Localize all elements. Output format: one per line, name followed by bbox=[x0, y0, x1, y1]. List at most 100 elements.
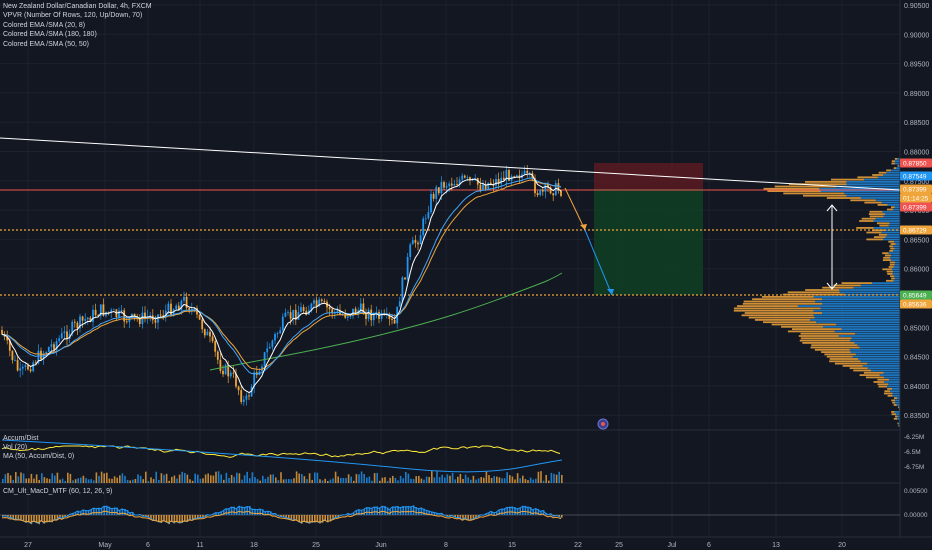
vp-bar-down bbox=[763, 321, 817, 324]
vp-bar-down bbox=[826, 355, 853, 358]
time-tick-label: 11 bbox=[196, 542, 203, 549]
volume-bar bbox=[191, 480, 194, 483]
vp-bar-down bbox=[783, 192, 845, 195]
vp-bar-down bbox=[811, 344, 858, 347]
accum-dist-pane[interactable] bbox=[1, 439, 563, 483]
accum-dist-label[interactable]: Accum/Dist bbox=[3, 435, 39, 442]
vp-bar-down bbox=[866, 231, 882, 234]
volume-bar bbox=[254, 477, 256, 483]
macd-hist-bar bbox=[509, 506, 511, 515]
volume-bar bbox=[295, 471, 298, 483]
vp-bar-down bbox=[882, 259, 892, 261]
vp-bar-up bbox=[839, 289, 900, 291]
candle-body bbox=[222, 370, 224, 375]
candle-body bbox=[437, 187, 440, 194]
vp-bar-down bbox=[787, 291, 840, 294]
candle-body bbox=[414, 240, 417, 243]
volume-bar bbox=[233, 476, 235, 483]
candle-body bbox=[427, 212, 430, 219]
vp-bar-down bbox=[884, 390, 891, 393]
candle-body bbox=[419, 235, 422, 245]
candle-body bbox=[466, 177, 469, 178]
vp-bar-down bbox=[872, 229, 886, 232]
volume-bar bbox=[9, 475, 12, 483]
vp-bar-up bbox=[892, 273, 900, 275]
stop-loss-zone[interactable] bbox=[594, 163, 703, 189]
macd-label[interactable]: CM_Ult_MacD_MTF (60, 12, 26, 9) bbox=[3, 488, 113, 495]
ema-legend-3[interactable]: Colored EMA /SMA (50, 50) bbox=[3, 40, 89, 48]
price-axis[interactable]: 0.90500 0.90000 0.89500 0.89000 0.88500 0.880… bbox=[904, 3, 929, 420]
volume-bar bbox=[147, 480, 150, 483]
time-axis[interactable]: 27 May 6 11 18 25 Jun 8 15 22 25 Jul 6 13 20 bbox=[24, 542, 846, 549]
vp-bar-down bbox=[866, 238, 884, 241]
macd-hist-bar bbox=[165, 515, 168, 523]
vp-bar-up bbox=[860, 197, 900, 199]
volume-bar bbox=[256, 479, 259, 483]
macd-hist-bar bbox=[254, 508, 256, 515]
volume-bar bbox=[280, 472, 282, 483]
macd-hist-bar bbox=[22, 515, 25, 522]
vp-bar-down bbox=[877, 378, 890, 381]
accum-tick-label: -6.5M bbox=[904, 449, 921, 456]
vp-bar-up bbox=[892, 388, 900, 390]
ema-legend-1[interactable]: Colored EMA /SMA (20, 8) bbox=[3, 21, 86, 29]
vp-bar-down bbox=[798, 335, 839, 337]
candle-body bbox=[336, 310, 339, 312]
time-tick-label: 18 bbox=[250, 542, 258, 549]
macd-hist-bar bbox=[402, 505, 404, 515]
candle-body bbox=[29, 369, 32, 372]
vp-bar-up bbox=[893, 279, 900, 282]
volume-bar bbox=[197, 474, 199, 483]
vp-bar-up bbox=[895, 401, 900, 404]
projection-arrow-blue[interactable] bbox=[584, 229, 613, 296]
take-profit-zone[interactable] bbox=[594, 189, 703, 295]
ma-label[interactable]: MA (50, Accum/Dist, 0) bbox=[3, 453, 75, 460]
vp-bar-up bbox=[884, 381, 900, 383]
volume-bar bbox=[405, 471, 407, 483]
candle-body bbox=[219, 359, 222, 371]
candle-body bbox=[214, 341, 217, 352]
candle-body bbox=[372, 314, 375, 321]
vp-bar-down bbox=[889, 250, 894, 252]
volume-label[interactable]: Vol (20) bbox=[3, 444, 28, 451]
volume-bar bbox=[532, 479, 534, 483]
vp-bar-down bbox=[822, 286, 854, 289]
vp-bar-up bbox=[838, 335, 900, 337]
macd-pane[interactable] bbox=[0, 505, 900, 525]
volume-bar bbox=[116, 477, 118, 483]
accum-dist-line bbox=[1, 445, 561, 458]
candle-body bbox=[162, 315, 165, 317]
signal-line bbox=[1, 510, 562, 524]
volume-bar bbox=[555, 474, 558, 483]
projection-arrow-orange[interactable] bbox=[564, 187, 586, 231]
macd-hist-bar bbox=[295, 515, 298, 520]
volume-bar bbox=[368, 476, 371, 483]
volume-bar bbox=[202, 478, 204, 483]
volume-bar bbox=[477, 478, 480, 483]
candle-body bbox=[450, 183, 453, 186]
volume-bar bbox=[210, 475, 212, 483]
vp-bar-down bbox=[882, 268, 893, 271]
volume-bar bbox=[449, 475, 451, 483]
descending-trendline[interactable] bbox=[0, 137, 901, 191]
ema-legend-2[interactable]: Colored EMA /SMA (180, 180) bbox=[3, 31, 97, 39]
vp-bar-up bbox=[888, 252, 900, 255]
vp-bar-down bbox=[859, 374, 880, 376]
vp-bar-down bbox=[885, 279, 894, 282]
candle-body bbox=[125, 321, 128, 323]
candle-body bbox=[180, 300, 183, 311]
volume-bar bbox=[249, 478, 251, 483]
macd-hist-bar bbox=[238, 505, 241, 515]
volume-bar bbox=[353, 480, 355, 483]
vp-bar-up bbox=[883, 371, 900, 374]
volume-bar bbox=[64, 480, 66, 483]
vp-bar-down bbox=[882, 252, 889, 255]
vp-bar-up bbox=[858, 358, 900, 360]
volume-bar bbox=[371, 480, 373, 483]
volume-bar bbox=[451, 472, 454, 483]
symbol-title[interactable]: New Zealand Dollar/Canadian Dollar, 4h, … bbox=[3, 3, 152, 10]
macd-hist-bar bbox=[277, 515, 280, 516]
volume-bar bbox=[537, 471, 540, 483]
vpvr-legend[interactable]: VPVR (Number Of Rows, 120, Up/Down, 70) bbox=[3, 12, 143, 20]
